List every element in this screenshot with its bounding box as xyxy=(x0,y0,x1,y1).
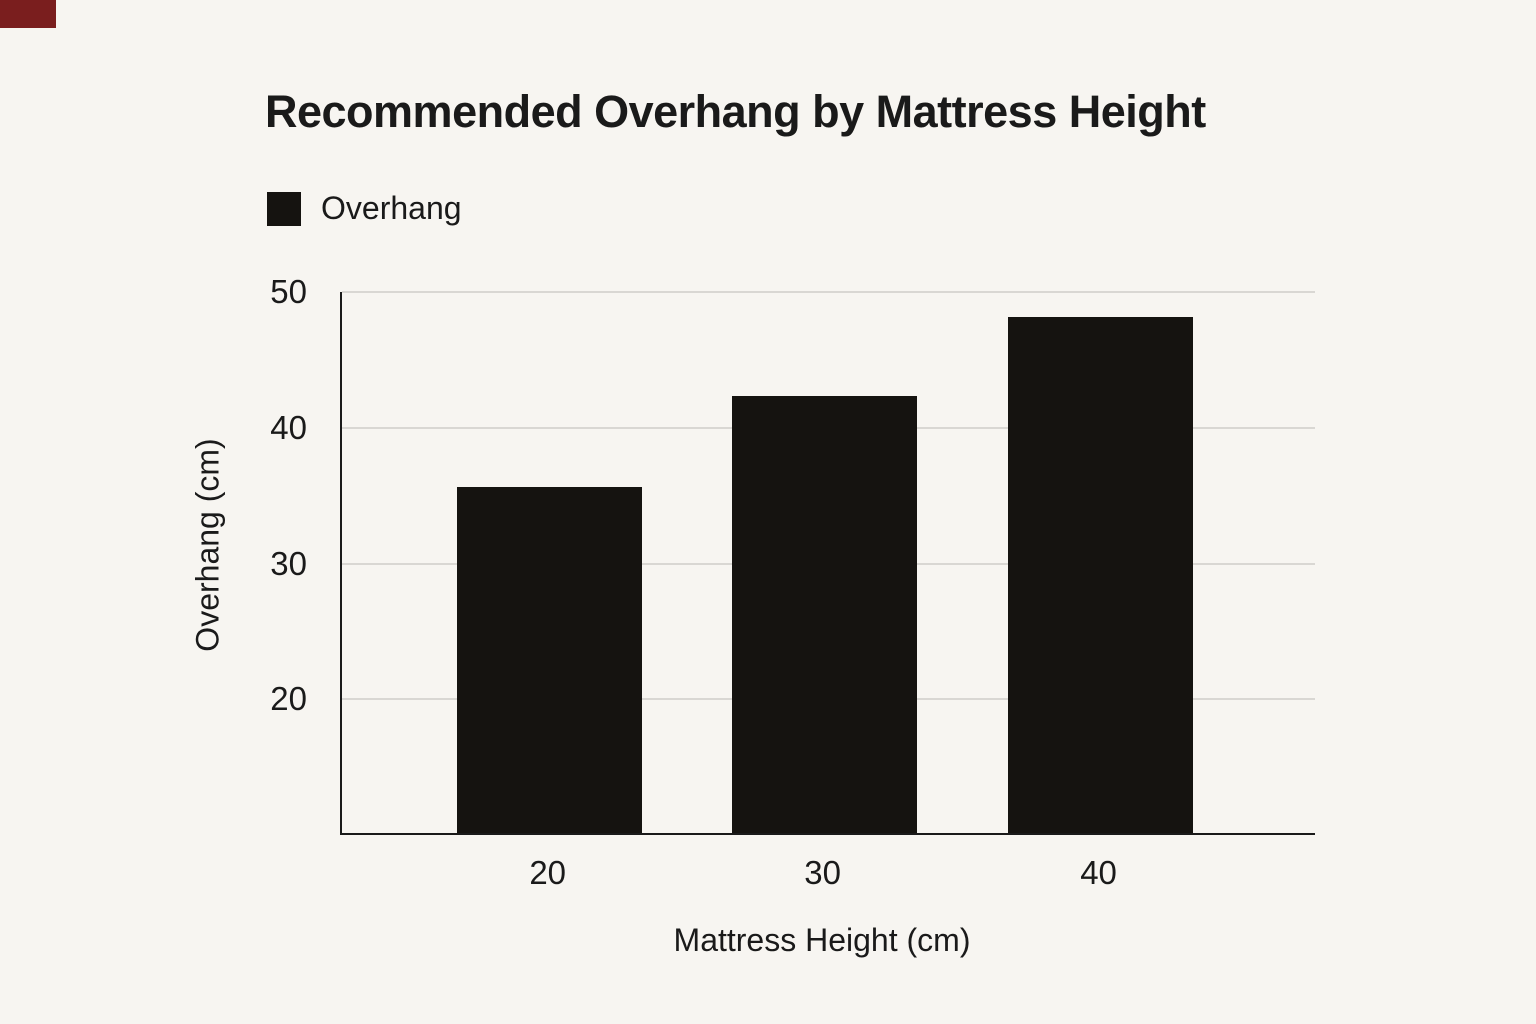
y-tick-label: 30 xyxy=(270,544,307,582)
bar-20 xyxy=(457,486,643,833)
y-tick-label: 50 xyxy=(270,273,307,310)
bar-40 xyxy=(1008,317,1194,833)
y-tick-label: 40 xyxy=(270,408,307,446)
y-tick-label: 20 xyxy=(270,680,307,718)
x-tick-label: 40 xyxy=(1080,854,1117,891)
legend-swatch xyxy=(267,191,301,226)
legend-label: Overhang xyxy=(321,190,462,226)
x-axis-ticks: 20 30 40 xyxy=(340,851,1315,895)
x-axis-title: Mattress Height (cm) xyxy=(673,922,971,958)
plot-area xyxy=(340,291,1315,835)
gridline xyxy=(342,291,1315,293)
chart-title: Recommended Overhang by Mattress Height xyxy=(265,86,1206,137)
legend: Overhang xyxy=(267,190,462,227)
screen-corner-artifact xyxy=(0,0,56,28)
y-axis-ticks: 20 30 40 50 xyxy=(0,273,325,835)
x-tick-label: 30 xyxy=(804,854,841,891)
bar-30 xyxy=(732,395,918,833)
x-tick-label: 20 xyxy=(529,854,567,891)
